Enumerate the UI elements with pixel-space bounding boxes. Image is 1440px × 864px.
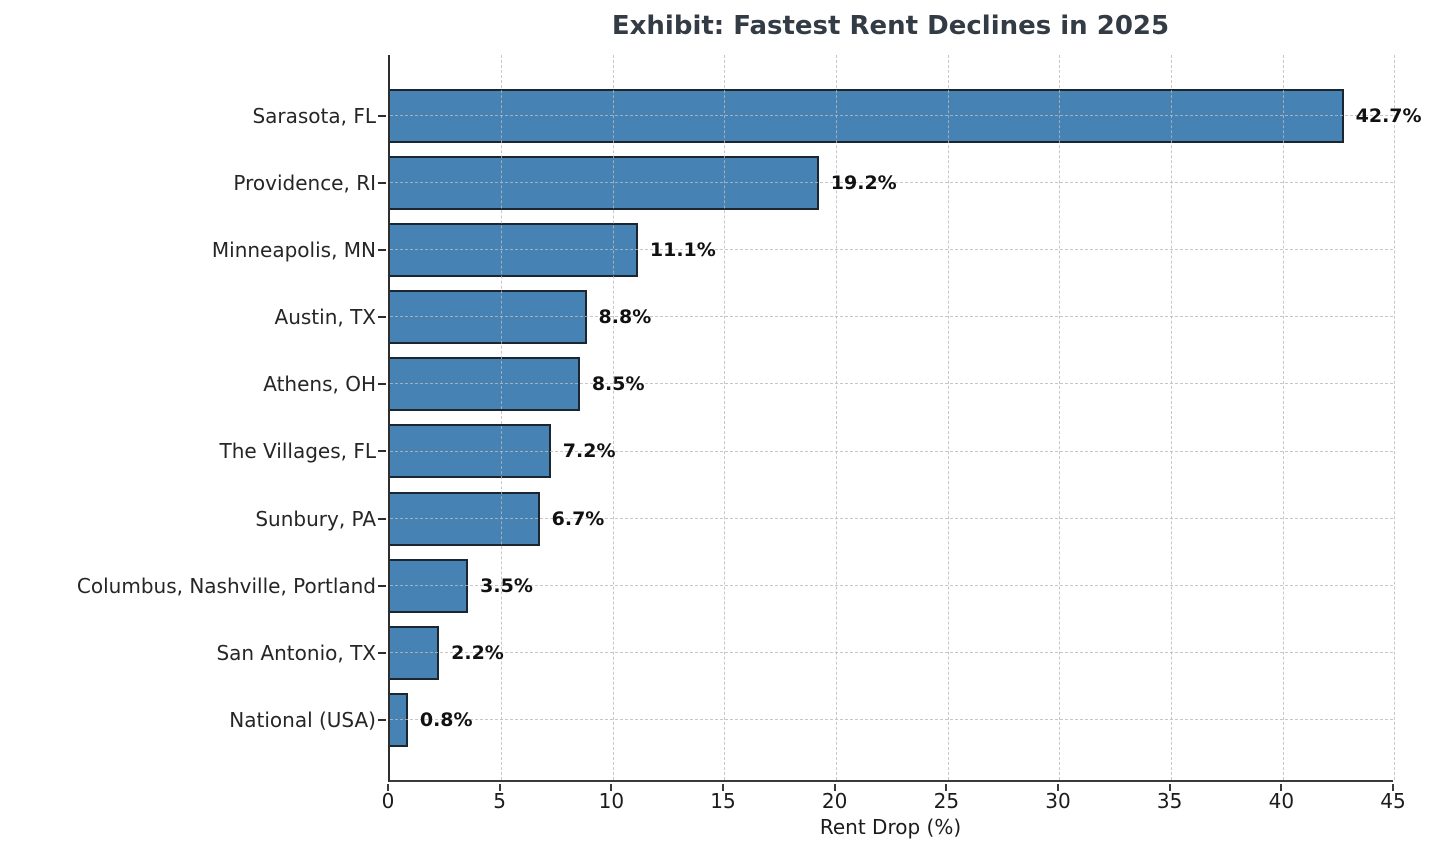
horizontal-gridline bbox=[390, 383, 1393, 385]
x-tick-mark bbox=[387, 784, 389, 791]
x-tick-mark bbox=[945, 784, 948, 791]
x-tick-mark bbox=[722, 784, 724, 791]
y-tick-mark bbox=[378, 181, 386, 184]
bar-value-label: 19.2% bbox=[830, 171, 897, 194]
x-tick-label: 30 bbox=[1045, 789, 1071, 813]
category-label: Columbus, Nashville, Portland bbox=[76, 573, 376, 598]
vertical-gridline bbox=[500, 55, 502, 780]
vertical-gridline bbox=[1282, 55, 1284, 780]
horizontal-gridline bbox=[390, 450, 1393, 452]
y-tick-mark bbox=[378, 248, 386, 251]
x-tick-label: 0 bbox=[381, 789, 395, 813]
category-label: San Antonio, TX bbox=[216, 640, 376, 665]
x-tick-mark bbox=[610, 784, 613, 791]
chart-title: Exhibit: Fastest Rent Declines in 2025 bbox=[611, 11, 1170, 41]
category-label: Athens, OH bbox=[263, 372, 376, 397]
x-tick-mark bbox=[1392, 784, 1394, 791]
bar-value-label: 8.5% bbox=[591, 373, 645, 396]
vertical-gridline bbox=[947, 55, 949, 780]
category-label: Sarasota, FL bbox=[252, 103, 376, 128]
x-tick-label: 5 bbox=[493, 789, 507, 813]
vertical-gridline bbox=[612, 55, 614, 780]
vertical-gridline bbox=[1170, 55, 1172, 780]
vertical-gridline bbox=[1394, 55, 1396, 780]
y-tick-mark bbox=[378, 114, 386, 117]
y-tick-mark bbox=[378, 584, 386, 587]
plot-area: 42.7% 19.2% 11.1% 8.8% 8.5% 7.2% 6.7% 3.5% 2.2% 0… bbox=[388, 55, 1422, 782]
bar-value-label: 0.8% bbox=[419, 709, 473, 732]
vertical-gridline bbox=[1059, 55, 1061, 780]
x-tick-mark bbox=[833, 784, 836, 791]
horizontal-gridline bbox=[390, 517, 1393, 519]
bar-value-label: 7.2% bbox=[562, 440, 616, 463]
y-tick-mark bbox=[378, 719, 386, 722]
bar-value-label: 2.2% bbox=[451, 641, 504, 664]
bar-value-label: 6.7% bbox=[551, 507, 605, 530]
x-tick-mark bbox=[498, 784, 501, 791]
horizontal-gridline bbox=[390, 584, 1393, 586]
category-label: The Villages, FL bbox=[219, 439, 376, 464]
bar-value-label: 42.7% bbox=[1355, 104, 1422, 127]
y-tick-mark bbox=[378, 517, 386, 520]
x-tick-label: 25 bbox=[933, 789, 960, 813]
x-tick-label: 20 bbox=[821, 789, 848, 813]
y-tick-mark bbox=[378, 316, 386, 318]
y-tick-mark bbox=[378, 450, 386, 453]
horizontal-gridline bbox=[390, 114, 1393, 116]
x-tick-label: 40 bbox=[1268, 789, 1295, 813]
category-label: Sunbury, PA bbox=[255, 506, 376, 531]
x-tick-label: 10 bbox=[598, 789, 625, 813]
bar-value-label: 11.1% bbox=[649, 238, 716, 261]
x-tick-label: 15 bbox=[710, 789, 736, 813]
horizontal-gridline bbox=[390, 181, 1393, 183]
horizontal-gridline bbox=[390, 316, 1393, 318]
category-label: Providence, RI bbox=[233, 170, 376, 195]
y-tick-mark bbox=[378, 651, 386, 654]
x-tick-mark bbox=[1168, 784, 1171, 791]
x-tick-mark bbox=[1057, 784, 1059, 791]
category-label: National (USA) bbox=[229, 708, 376, 733]
horizontal-gridline bbox=[390, 652, 1393, 654]
x-tick-mark bbox=[1280, 784, 1283, 791]
bar-value-label: 3.5% bbox=[480, 574, 533, 597]
y-tick-mark bbox=[378, 383, 386, 386]
x-axis-label: Rent Drop (%) bbox=[819, 815, 962, 839]
category-label: Minneapolis, MN bbox=[211, 237, 376, 262]
x-tick-label: 35 bbox=[1156, 789, 1183, 813]
bar-value-label: 8.8% bbox=[598, 306, 652, 328]
vertical-gridline bbox=[724, 55, 726, 780]
x-tick-label: 45 bbox=[1380, 789, 1406, 813]
horizontal-gridline bbox=[390, 249, 1393, 251]
vertical-gridline bbox=[835, 55, 837, 780]
category-label: Austin, TX bbox=[274, 305, 376, 329]
horizontal-gridline bbox=[390, 719, 1393, 721]
